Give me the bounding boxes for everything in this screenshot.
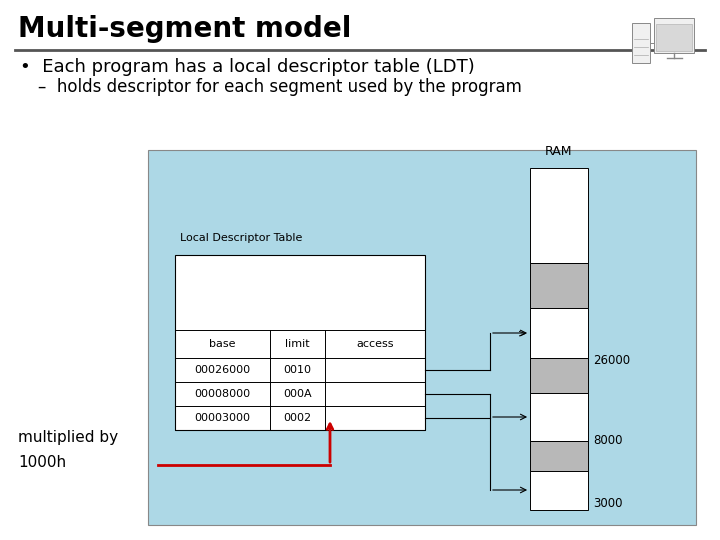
Text: 8000: 8000 xyxy=(593,435,623,448)
Text: Multi-segment model: Multi-segment model xyxy=(18,15,351,43)
Text: •  Each program has a local descriptor table (LDT): • Each program has a local descriptor ta… xyxy=(20,58,474,76)
Bar xyxy=(530,441,588,471)
Text: 1000h: 1000h xyxy=(18,455,66,470)
Text: 3000: 3000 xyxy=(593,497,623,510)
Text: 0010: 0010 xyxy=(284,365,312,375)
Bar xyxy=(175,255,425,430)
Bar xyxy=(530,393,588,441)
Bar xyxy=(530,263,588,308)
Bar xyxy=(656,24,692,51)
Text: base: base xyxy=(210,339,235,349)
Text: –  holds descriptor for each segment used by the program: – holds descriptor for each segment used… xyxy=(38,78,522,96)
Text: 00008000: 00008000 xyxy=(194,389,251,399)
Bar xyxy=(530,168,588,263)
Bar xyxy=(632,23,650,63)
Text: 0002: 0002 xyxy=(284,413,312,423)
Bar xyxy=(530,308,588,358)
Text: multiplied by: multiplied by xyxy=(18,430,118,445)
Bar xyxy=(654,18,694,53)
Text: Local Descriptor Table: Local Descriptor Table xyxy=(180,233,302,243)
Text: limit: limit xyxy=(285,339,310,349)
Text: 26000: 26000 xyxy=(593,354,630,367)
Bar xyxy=(148,150,696,525)
Bar xyxy=(530,358,588,393)
Text: 00026000: 00026000 xyxy=(194,365,251,375)
Text: >: > xyxy=(518,328,526,338)
Text: 00003000: 00003000 xyxy=(194,413,251,423)
Bar xyxy=(530,471,588,510)
Text: 000A: 000A xyxy=(283,389,312,399)
Text: access: access xyxy=(356,339,394,349)
Text: RAM: RAM xyxy=(545,145,572,158)
